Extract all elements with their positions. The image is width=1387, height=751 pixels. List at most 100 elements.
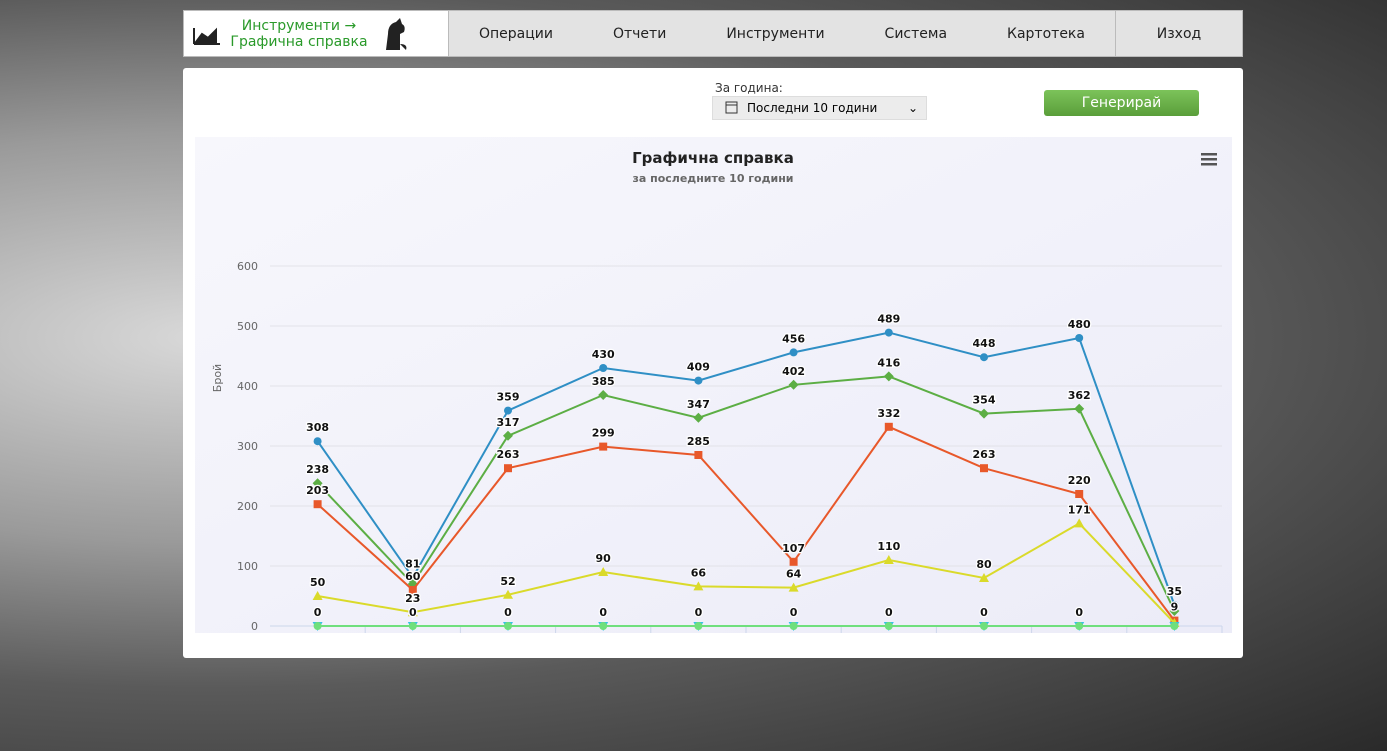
data-label: 60 [405,570,421,583]
marker [790,348,798,356]
marker [885,423,893,431]
exit-label: Изход [1157,26,1201,42]
y-tick-label: 100 [237,560,258,573]
nav-bar: Инструменти → Графична справка Операции … [183,10,1243,57]
marker [504,407,512,415]
chart: Графична справка за последните 10 години… [195,137,1232,633]
chart-title: Графична справка [632,149,794,167]
breadcrumb: Инструменти → Графична справка [224,18,374,50]
data-label: 317 [497,416,520,429]
data-label: 0 [980,606,988,619]
data-label: 263 [973,448,996,461]
marker [980,622,988,630]
y-tick-label: 600 [237,260,258,273]
menu-item[interactable]: Отчети [613,26,666,42]
y-tick-label: 200 [237,500,258,513]
dog-icon [374,14,414,54]
data-label: 81 [405,557,420,570]
data-label: 480 [1068,318,1091,331]
marker [790,622,798,630]
marker [314,500,322,508]
data-label: 0 [409,606,417,619]
data-label: 362 [1068,389,1091,402]
marker [1170,622,1178,630]
menu-item[interactable]: Система [885,26,947,42]
marker [1075,334,1083,342]
data-label: 238 [306,463,329,476]
data-label: 66 [691,566,707,579]
data-label: 0 [314,606,322,619]
y-axis-label: Брой [211,364,224,392]
menu-item[interactable]: Картотека [1007,26,1085,42]
data-label: 489 [877,313,900,326]
data-label: 416 [877,356,900,369]
chart-background [195,137,1232,633]
y-tick-label: 0 [251,620,258,633]
marker [599,443,607,451]
data-label: 9 [1171,601,1179,614]
marker [314,437,322,445]
data-label: 23 [405,592,420,605]
data-label: 430 [592,348,615,361]
marker [504,464,512,472]
data-label: 220 [1068,474,1091,487]
generate-button[interactable]: Генерирай [1044,90,1199,116]
data-label: 35 [1167,585,1182,598]
data-label: 0 [1075,606,1083,619]
data-label: 448 [973,337,996,350]
menu-item[interactable]: Операции [479,26,553,42]
chart-icon [184,14,224,54]
data-label: 0 [885,606,893,619]
calendar-icon [713,98,747,118]
menu: Операции Отчети Инструменти Система Карт… [449,26,1115,42]
marker [409,622,417,630]
data-label: 347 [687,398,710,411]
data-label: 263 [497,448,520,461]
data-label: 354 [973,394,996,407]
chart-subtitle: за последните 10 години [632,172,793,185]
data-label: 0 [504,606,512,619]
data-label: 0 [599,606,607,619]
data-label: 107 [782,542,805,555]
data-label: 50 [310,576,326,589]
breadcrumb-line: Инструменти → [224,18,374,34]
y-tick-label: 300 [237,440,258,453]
button-label: Генерирай [1082,95,1161,111]
year-select[interactable]: Последни 10 години ⌄ [712,96,927,120]
panel: За година: Последни 10 години ⌄ Генерира… [183,68,1243,658]
data-label: 409 [687,361,710,374]
data-label: 332 [877,407,900,420]
breadcrumb-line: Графична справка [224,34,374,50]
y-tick-label: 500 [237,320,258,333]
menu-item[interactable]: Инструменти [726,26,824,42]
data-label: 80 [976,558,992,571]
data-label: 52 [500,575,515,588]
data-label: 110 [877,540,900,553]
marker [885,329,893,337]
marker [885,622,893,630]
page: {"nav": {"breadcrumb": ["Инструменти →",… [0,0,1387,751]
marker [1075,622,1083,630]
select-arrow: ⌄ [908,101,918,115]
marker [694,451,702,459]
menu-button[interactable] [1201,153,1217,166]
data-label: 64 [786,568,802,581]
data-label: 308 [306,421,329,434]
data-label: 402 [782,365,805,378]
marker [314,622,322,630]
marker [790,558,798,566]
marker [1075,490,1083,498]
marker [599,622,607,630]
marker [504,622,512,630]
exit[interactable]: Изход [1115,11,1242,56]
data-label: 456 [782,332,805,345]
select-value: Последни 10 години [747,101,908,115]
marker [599,364,607,372]
data-label: 299 [592,427,615,440]
data-label: 203 [306,484,329,497]
data-label: 359 [497,391,520,404]
marker [980,464,988,472]
data-label: 90 [596,552,612,565]
brand[interactable]: Инструменти → Графична справка [184,11,449,56]
data-label: 171 [1068,503,1091,516]
